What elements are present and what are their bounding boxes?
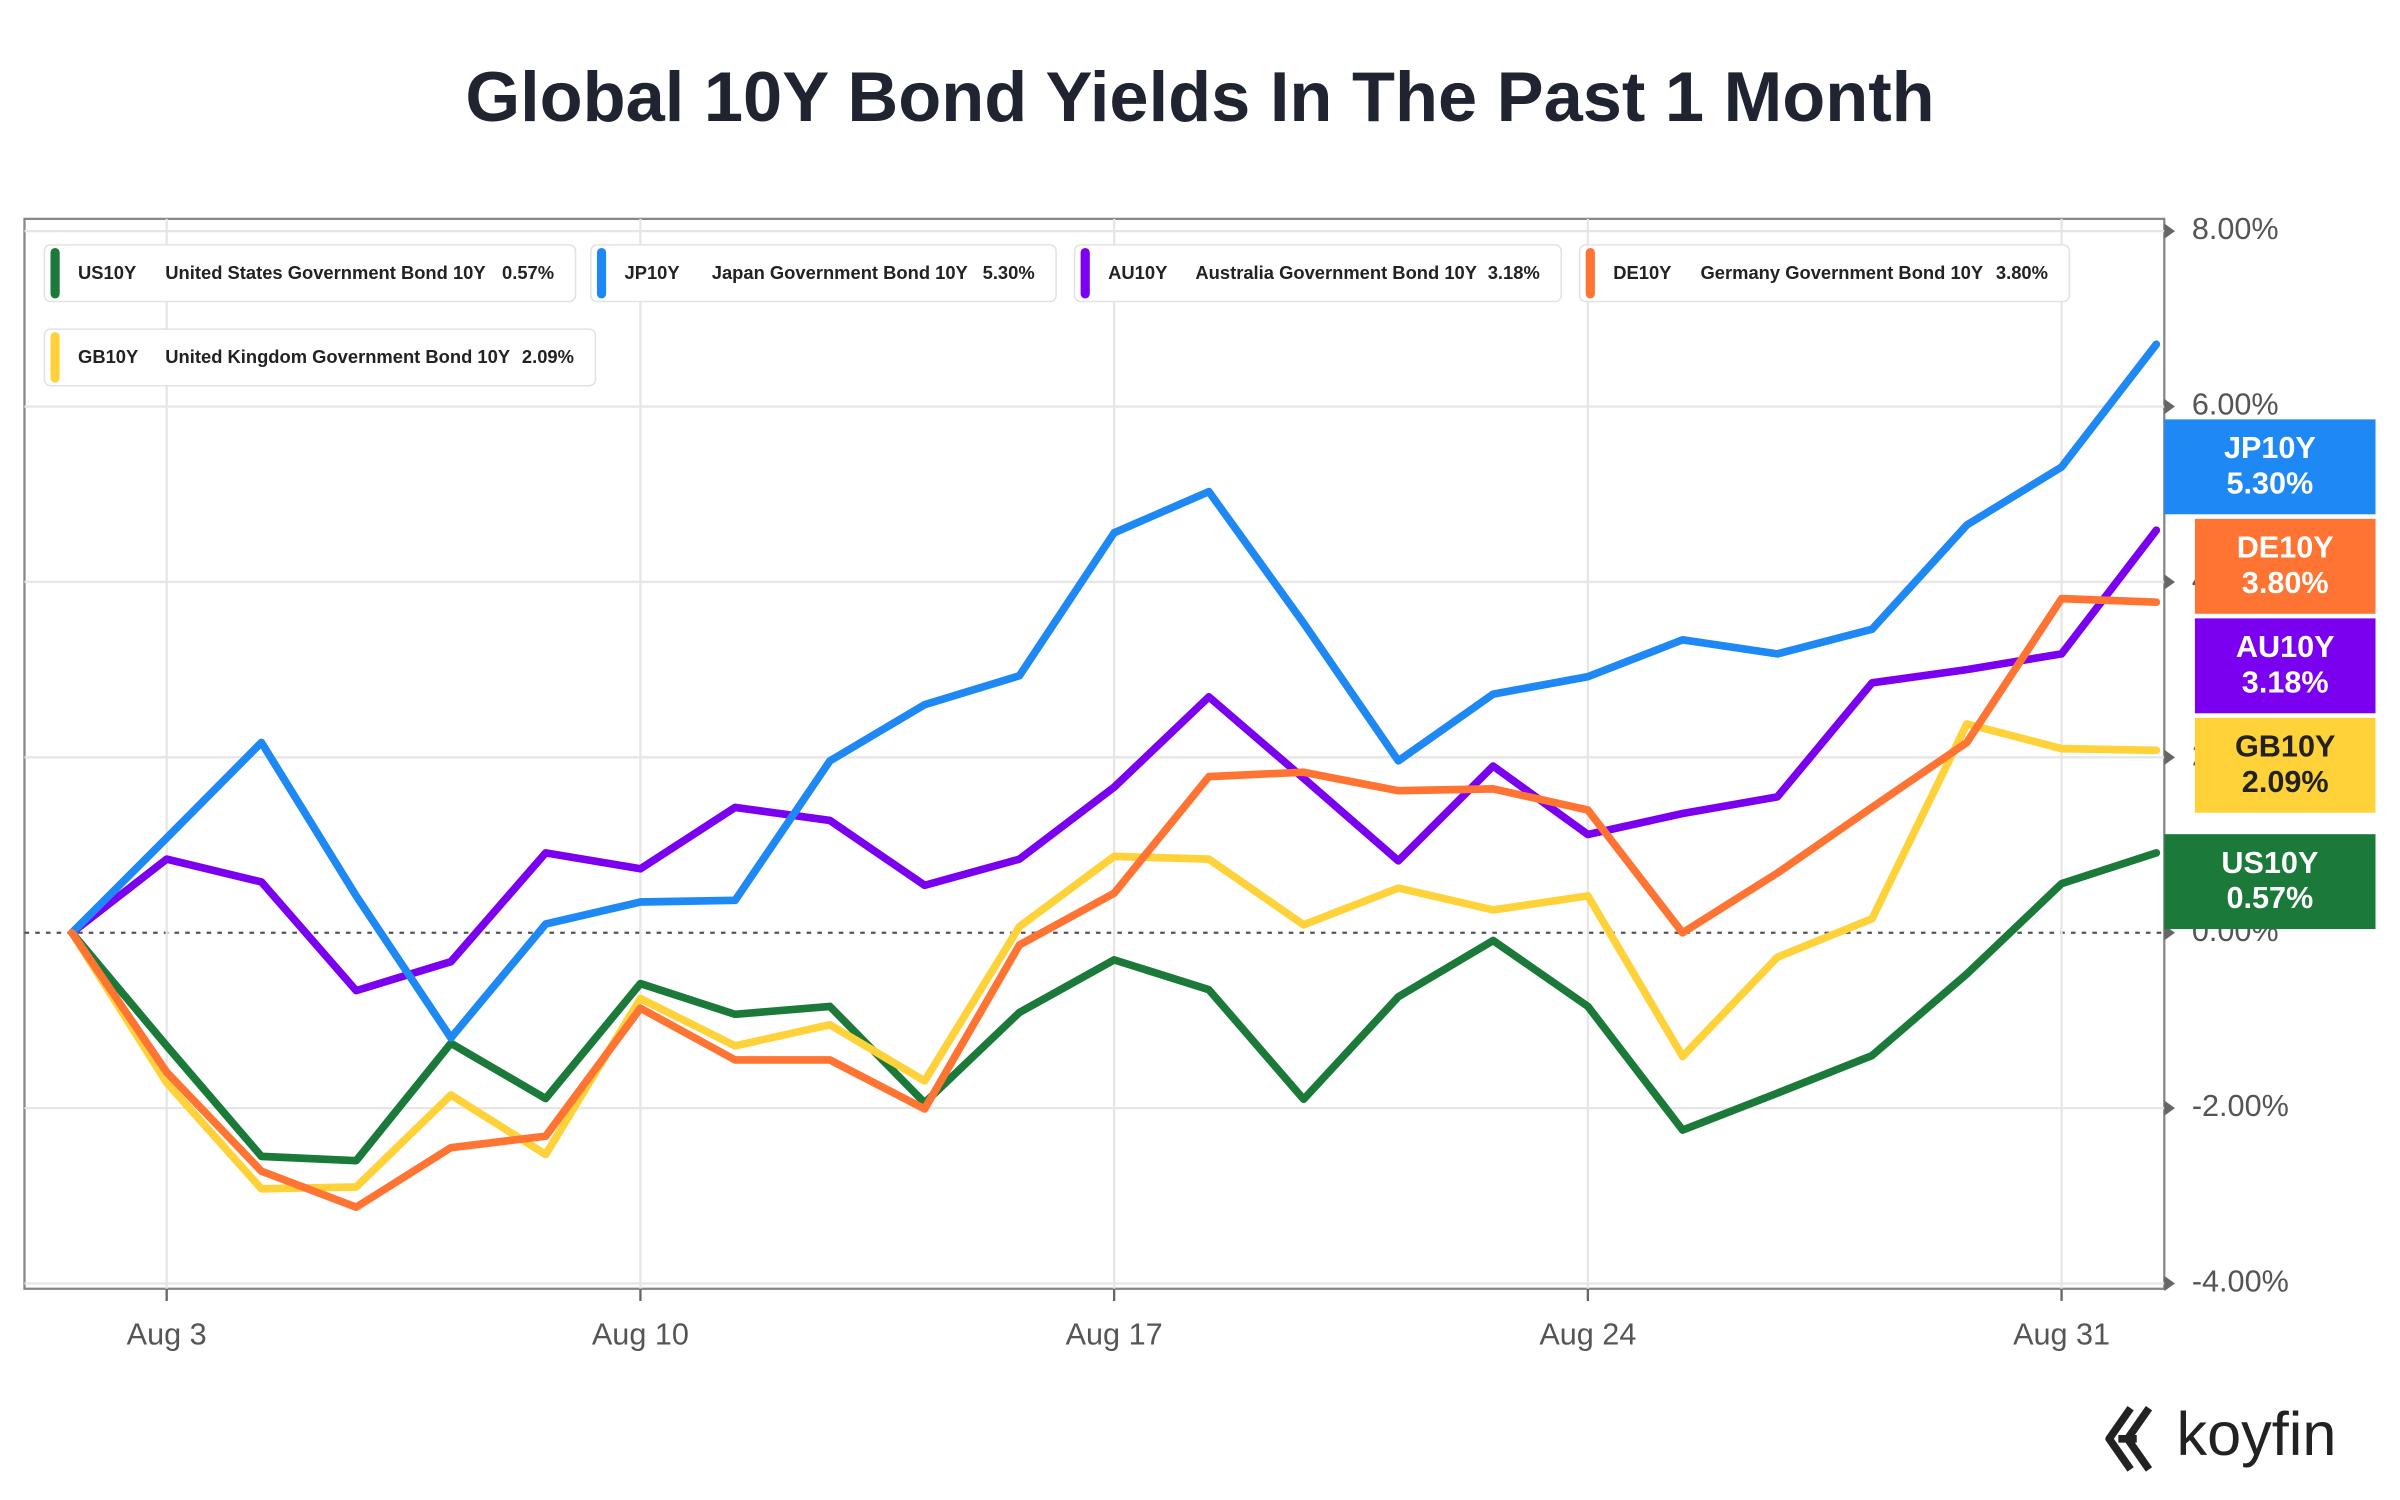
x-tick-label: Aug 31 bbox=[2013, 1317, 2110, 1351]
brand: koyfin bbox=[2177, 1400, 2337, 1468]
lines bbox=[68, 340, 2161, 1212]
legend-name: United Kingdom Government Bond 10Y bbox=[165, 346, 510, 367]
legend-ticker: JP10Y bbox=[624, 262, 679, 283]
series-line bbox=[68, 594, 2161, 1212]
legend-swatch bbox=[1585, 247, 1595, 299]
legend-ticker: DE10Y bbox=[1613, 262, 1671, 283]
legend-name: United States Government Bond 10Y bbox=[165, 262, 485, 283]
y-tick-mark bbox=[2164, 1100, 2175, 1116]
legend-name: Australia Government Bond 10Y bbox=[1195, 262, 1477, 283]
value-box bbox=[2164, 834, 2376, 930]
value-box-value: 3.18% bbox=[2242, 665, 2329, 699]
logo-icon bbox=[2105, 1405, 2153, 1472]
x-tick-label: Aug 3 bbox=[127, 1317, 207, 1351]
value-box bbox=[2194, 717, 2376, 813]
legend-ticker: AU10Y bbox=[1108, 262, 1167, 283]
y-tick-label: 6.00% bbox=[2192, 388, 2279, 422]
legend-value: 0.57% bbox=[502, 262, 554, 283]
x-tick-label: Aug 24 bbox=[1539, 1317, 1636, 1351]
value-box bbox=[2194, 518, 2376, 614]
value-box bbox=[2194, 618, 2376, 714]
y-tick-label: 8.00% bbox=[2192, 212, 2279, 246]
value-box-value: 5.30% bbox=[2226, 466, 2313, 500]
legend: US10Y United States Government Bond 10Y 0.… bbox=[43, 244, 2071, 387]
series-line bbox=[68, 849, 2161, 1165]
legend-swatch bbox=[1080, 247, 1090, 299]
legend-value: 5.30% bbox=[983, 262, 1035, 283]
value-box-value: 0.57% bbox=[2226, 881, 2313, 915]
legend-chip bbox=[1578, 244, 2071, 303]
y-tick-mark bbox=[2164, 223, 2175, 239]
value-box-ticker: AU10Y bbox=[2236, 630, 2335, 664]
legend-chip bbox=[43, 244, 577, 303]
legend-ticker: GB10Y bbox=[78, 346, 138, 367]
grid: -4.00%-2.00%0.00%2.00%4.00%6.00%8.00%Aug… bbox=[24, 212, 2289, 1351]
legend-value: 2.09% bbox=[522, 346, 574, 367]
legend-value: 3.80% bbox=[1996, 262, 2048, 283]
legend-swatch bbox=[50, 332, 60, 383]
legend-chip bbox=[1073, 244, 1562, 303]
legend-swatch bbox=[50, 247, 60, 299]
y-tick-label: -4.00% bbox=[2192, 1265, 2289, 1299]
series-line bbox=[68, 720, 2161, 1193]
x-tick-label: Aug 10 bbox=[592, 1317, 689, 1351]
legend-swatch bbox=[596, 247, 607, 299]
y-tick-mark bbox=[2164, 398, 2175, 415]
value-box-ticker: GB10Y bbox=[2235, 730, 2335, 764]
y-tick-mark bbox=[2164, 574, 2175, 590]
value-box-ticker: DE10Y bbox=[2237, 531, 2334, 565]
value-box-value: 2.09% bbox=[2242, 765, 2329, 799]
y-tick-label: -2.00% bbox=[2192, 1089, 2289, 1123]
chart-title: Global 10Y Bond Yields In The Past 1 Mon… bbox=[465, 57, 1934, 136]
value-box-ticker: US10Y bbox=[2221, 846, 2318, 880]
value-box-ticker: JP10Y bbox=[2224, 431, 2316, 465]
legend-ticker: US10Y bbox=[78, 262, 136, 283]
x-tick-label: Aug 17 bbox=[1066, 1317, 1163, 1351]
y-tick-mark bbox=[2164, 749, 2175, 765]
series-line bbox=[68, 526, 2161, 995]
logo: koyfin bbox=[2105, 1400, 2337, 1472]
value-box bbox=[2164, 419, 2376, 515]
legend-name: Germany Government Bond 10Y bbox=[1701, 262, 1984, 283]
value-box-value: 3.80% bbox=[2242, 566, 2329, 600]
legend-chip bbox=[43, 328, 597, 387]
legend-value: 3.18% bbox=[1488, 262, 1540, 283]
legend-name: Japan Government Bond 10Y bbox=[712, 262, 968, 283]
y-tick-mark bbox=[2164, 1275, 2175, 1292]
legend-chip bbox=[590, 244, 1057, 303]
series-line bbox=[68, 340, 2161, 1042]
